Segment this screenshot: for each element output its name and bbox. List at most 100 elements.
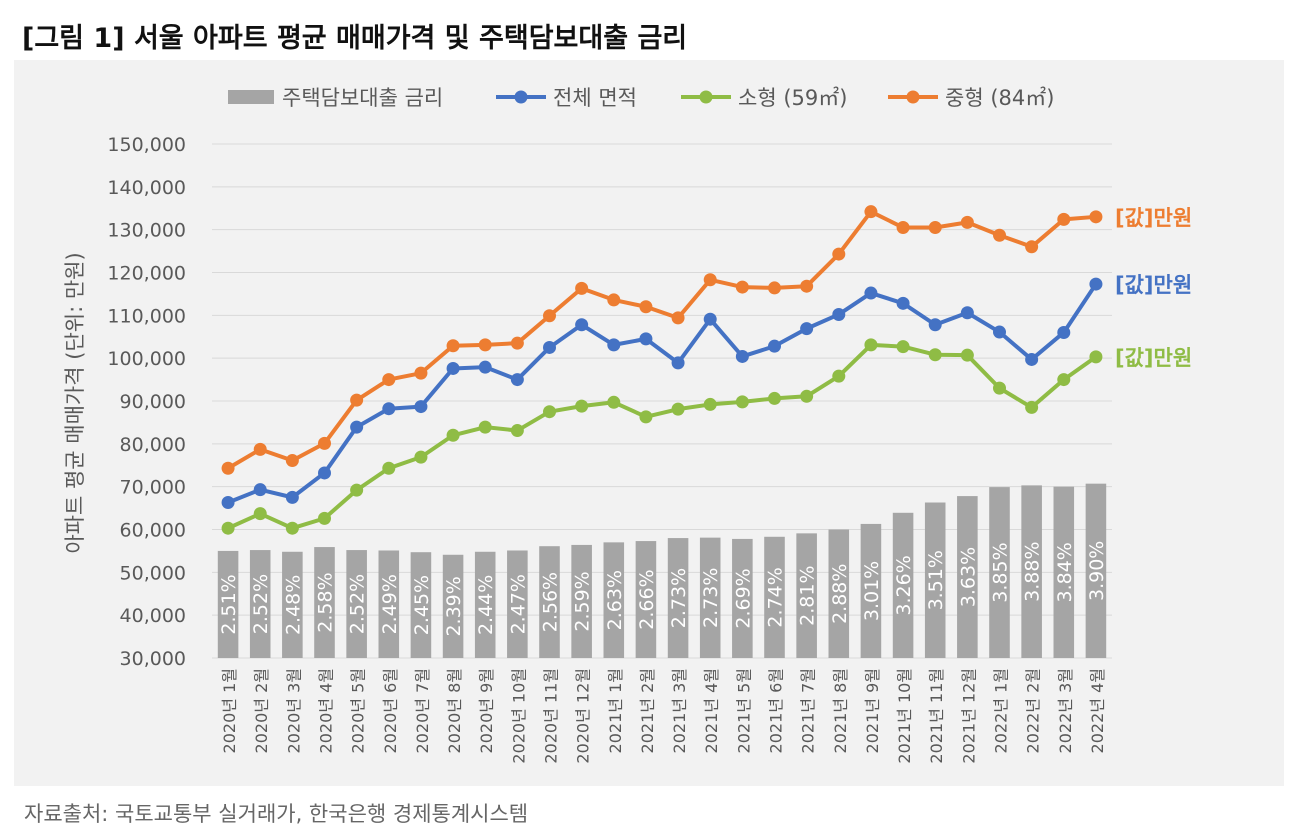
data-point xyxy=(1089,350,1103,364)
x-tick-label: 2021년 3월 xyxy=(670,668,689,753)
legend-label: 소형 (59㎡) xyxy=(738,86,847,110)
data-point xyxy=(928,318,942,332)
rate-bar-label: 2.73% xyxy=(700,568,722,628)
rate-bar xyxy=(924,502,946,658)
rate-bars xyxy=(217,483,1107,658)
y-tick-label: 40,000 xyxy=(120,605,186,627)
rate-bar xyxy=(828,529,850,658)
rate-bar xyxy=(1085,483,1107,658)
x-tick-label: 2020년 8월 xyxy=(445,668,464,753)
rate-bar xyxy=(571,544,592,658)
data-point xyxy=(607,293,621,307)
rate-bar-label: 2.81% xyxy=(797,565,819,625)
x-tick-label: 2020년 12월 xyxy=(574,668,593,764)
x-tick-label: 2021년 11월 xyxy=(927,668,946,764)
y-tick-label: 110,000 xyxy=(107,305,186,327)
rate-bar-label: 2.51% xyxy=(218,574,240,634)
legend-label: 전체 면적 xyxy=(553,86,637,110)
data-point xyxy=(221,496,235,510)
x-tick-label: 2020년 3월 xyxy=(284,668,303,753)
data-point xyxy=(575,281,589,295)
data-point xyxy=(993,228,1006,242)
data-point xyxy=(735,349,749,363)
rate-bar xyxy=(378,550,400,658)
rate-bar xyxy=(1053,486,1075,658)
data-point xyxy=(221,461,235,475)
rate-bar xyxy=(249,550,271,658)
rate-bar-label: 2.59% xyxy=(572,571,594,631)
data-point xyxy=(285,521,299,535)
data-point xyxy=(607,338,621,352)
x-tick-label: 2020년 1월 xyxy=(220,668,239,753)
y-axis-label: 아파트 평균 매매가격 (단위: 만원) xyxy=(63,252,87,553)
rate-bar-label: 2.69% xyxy=(732,568,754,628)
x-tick-label: 2020년 2월 xyxy=(252,668,271,753)
rate-bar xyxy=(699,537,721,658)
data-point xyxy=(414,366,428,380)
data-point xyxy=(960,215,974,229)
data-point xyxy=(671,356,685,370)
data-point xyxy=(543,309,556,323)
data-point xyxy=(318,466,331,480)
data-point xyxy=(735,280,749,294)
data-point xyxy=(478,360,492,374)
x-tick-label: 2022년 4월 xyxy=(1088,668,1107,753)
data-point xyxy=(414,400,428,414)
series-end-labels: [값]만원 [값]만원 [값]만원 xyxy=(1115,206,1192,370)
legend-marker xyxy=(514,90,528,104)
series-end-label: [값]만원 xyxy=(1115,273,1192,297)
rate-bar-label: 2.52% xyxy=(347,574,369,634)
rate-bar xyxy=(892,512,914,658)
data-point xyxy=(639,300,653,314)
data-point xyxy=(896,296,910,310)
data-point xyxy=(703,397,717,411)
x-tick-label: 2020년 10월 xyxy=(509,668,528,764)
data-point xyxy=(253,507,267,521)
data-point xyxy=(928,348,942,362)
data-point xyxy=(1025,352,1039,366)
data-point xyxy=(864,338,878,352)
data-point xyxy=(703,273,717,287)
rate-bar xyxy=(314,547,335,658)
data-point xyxy=(960,348,974,362)
data-point xyxy=(350,393,364,407)
rate-bar-labels: 2.51% 2.52% 2.48% 2.58% 2.52% 2.49% 2.45% 2.39%… xyxy=(218,541,1108,637)
data-point xyxy=(318,436,331,450)
data-point xyxy=(575,318,589,332)
legend-marker xyxy=(699,90,713,104)
rate-bar-label: 3.51% xyxy=(925,550,947,610)
x-tick-label: 2020년 5월 xyxy=(349,668,368,753)
rate-bar-label: 2.74% xyxy=(765,567,787,627)
data-point xyxy=(832,307,846,321)
series-end-label: [값]만원 xyxy=(1115,346,1192,370)
x-tick-label: 2020년 4월 xyxy=(317,668,336,753)
data-point xyxy=(350,483,364,497)
data-point xyxy=(253,442,267,456)
rate-bar-label: 3.88% xyxy=(1022,542,1044,602)
data-point xyxy=(446,428,460,442)
y-tick-label: 60,000 xyxy=(120,520,186,542)
rate-bar xyxy=(860,523,882,658)
rate-bar xyxy=(474,551,496,658)
data-point xyxy=(671,311,685,325)
legend: 주택담보대출 금리 전체 면적 소형 (59㎡) 중형 (84㎡) xyxy=(228,86,1054,110)
rate-bar xyxy=(410,552,432,658)
y-tick-label: 100,000 xyxy=(107,348,186,370)
data-point xyxy=(1025,240,1039,254)
x-tick-label: 2021년 5월 xyxy=(734,668,753,753)
data-point xyxy=(446,361,460,375)
data-point xyxy=(800,322,814,336)
data-point xyxy=(832,369,846,383)
data-point xyxy=(960,306,974,320)
x-tick-label: 2021년 10월 xyxy=(895,668,914,764)
rate-bar xyxy=(764,536,785,658)
x-tick-label: 2021년 2월 xyxy=(638,668,657,753)
y-tick-label: 70,000 xyxy=(120,477,186,499)
rate-bar-label: 3.01% xyxy=(861,561,883,621)
data-point xyxy=(285,490,299,504)
x-tick-label: 2021년 7월 xyxy=(799,668,818,753)
rate-bar xyxy=(282,551,303,658)
data-point xyxy=(607,395,621,409)
data-point xyxy=(896,221,910,235)
